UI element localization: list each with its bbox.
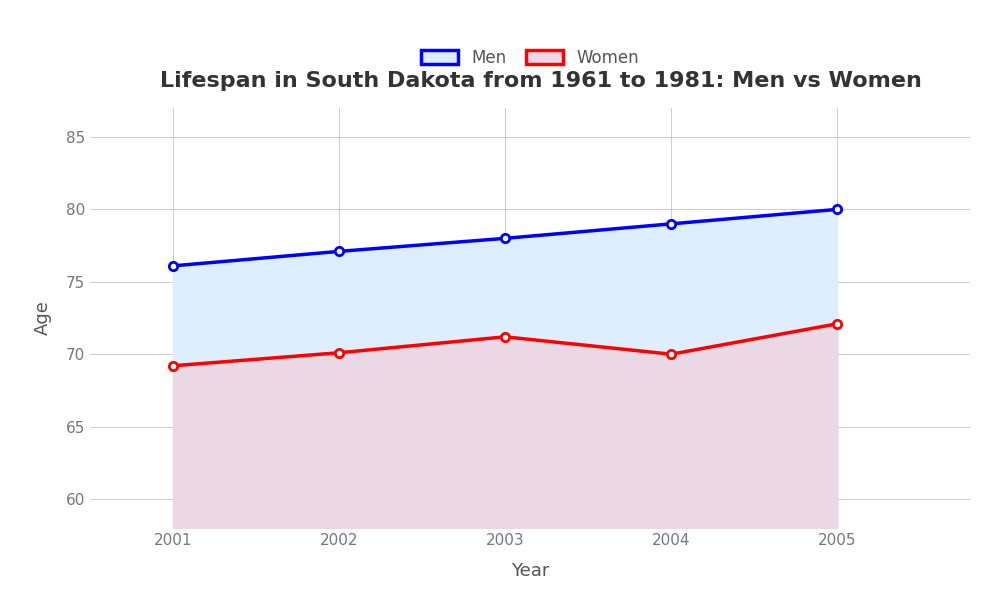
X-axis label: Year: Year	[511, 562, 549, 580]
Y-axis label: Age: Age	[34, 301, 52, 335]
Text: Lifespan in South Dakota from 1961 to 1981: Men vs Women: Lifespan in South Dakota from 1961 to 19…	[160, 71, 922, 91]
Legend: Men, Women: Men, Women	[413, 41, 647, 76]
